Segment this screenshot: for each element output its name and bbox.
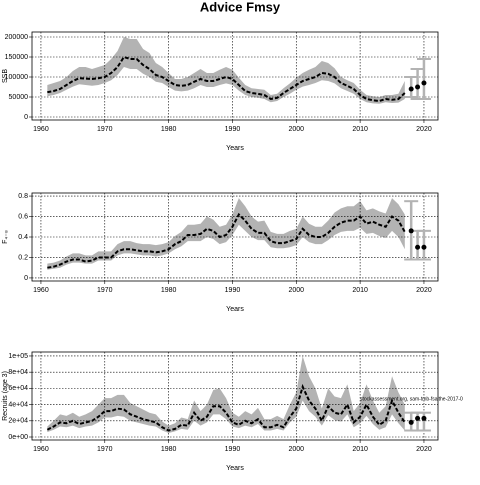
plot-frame xyxy=(31,31,439,121)
y-tick-label: 6e+04 xyxy=(8,385,28,392)
x-tick-label: 2020 xyxy=(416,287,432,294)
confidence-band xyxy=(47,37,405,104)
confidence-band xyxy=(47,355,405,433)
x-axis-label: Years xyxy=(226,306,244,313)
median-line xyxy=(47,55,406,103)
forecast-point xyxy=(421,244,427,250)
y-tick-label: 0.8 xyxy=(18,193,28,200)
median-line xyxy=(47,212,406,269)
y-axis-label: Recruits (age 3) xyxy=(2,371,9,421)
y-tick-label: 50000 xyxy=(9,94,29,101)
x-tick-label: 1960 xyxy=(33,446,49,453)
x-tick-label: 1960 xyxy=(33,287,49,294)
x-tick-label: 2010 xyxy=(352,446,368,453)
forecast-point xyxy=(415,84,421,90)
forecast-point xyxy=(421,80,427,86)
forecast-point xyxy=(408,86,414,92)
x-tick-label: 1980 xyxy=(161,287,177,294)
forecast-point xyxy=(415,244,421,250)
y-tick-label: 8e+04 xyxy=(8,369,28,376)
y-axis-label: SSB xyxy=(2,69,9,83)
x-tick-label: 1990 xyxy=(225,126,241,133)
x-tick-label: 2010 xyxy=(352,126,368,133)
chart-title: Advice Fmsy xyxy=(200,0,281,14)
forecast-point xyxy=(408,228,414,234)
y-tick-label: 0.4 xyxy=(18,234,28,241)
plot-frame xyxy=(31,351,439,441)
x-tick-label: 1990 xyxy=(225,446,241,453)
x-tick-label: 2000 xyxy=(288,446,304,453)
median-line xyxy=(46,383,406,432)
y-tick-label: 0.6 xyxy=(18,213,28,220)
x-tick-label: 1980 xyxy=(161,446,177,453)
x-tick-label: 1980 xyxy=(161,126,177,133)
x-tick-label: 1960 xyxy=(33,126,49,133)
y-tick-label: 0 xyxy=(24,275,28,282)
x-tick-label: 1970 xyxy=(97,126,113,133)
y-tick-label: 0e+00 xyxy=(8,434,28,441)
y-tick-label: 0 xyxy=(24,114,28,121)
x-tick-label: 2000 xyxy=(288,287,304,294)
x-tick-label: 2000 xyxy=(288,126,304,133)
annotation: stockassessment.org, sam-tmb-fsaithe-201… xyxy=(360,396,463,402)
x-tick-label: 1970 xyxy=(97,287,113,294)
y-axis-label: F₄₋₈ xyxy=(2,230,9,244)
forecast-point xyxy=(408,419,414,425)
y-tick-label: 150000 xyxy=(5,54,28,61)
x-tick-label: 2020 xyxy=(416,126,432,133)
forecast-point xyxy=(421,415,427,421)
x-axis-label: Years xyxy=(226,465,244,472)
x-tick-label: 1990 xyxy=(225,287,241,294)
x-tick-label: 2010 xyxy=(352,287,368,294)
y-tick-label: 4e+04 xyxy=(8,401,28,408)
y-tick-label: 200000 xyxy=(5,34,28,41)
forecast-point xyxy=(415,415,421,421)
y-tick-label: 2e+04 xyxy=(8,418,28,425)
x-tick-label: 1970 xyxy=(97,446,113,453)
x-axis-label: Years xyxy=(226,145,244,152)
y-tick-label: 1e+05 xyxy=(8,353,28,360)
plot-frame xyxy=(31,192,439,282)
x-tick-label: 2020 xyxy=(416,446,432,453)
y-tick-label: 100000 xyxy=(5,74,28,81)
y-tick-label: 0.2 xyxy=(18,254,28,261)
